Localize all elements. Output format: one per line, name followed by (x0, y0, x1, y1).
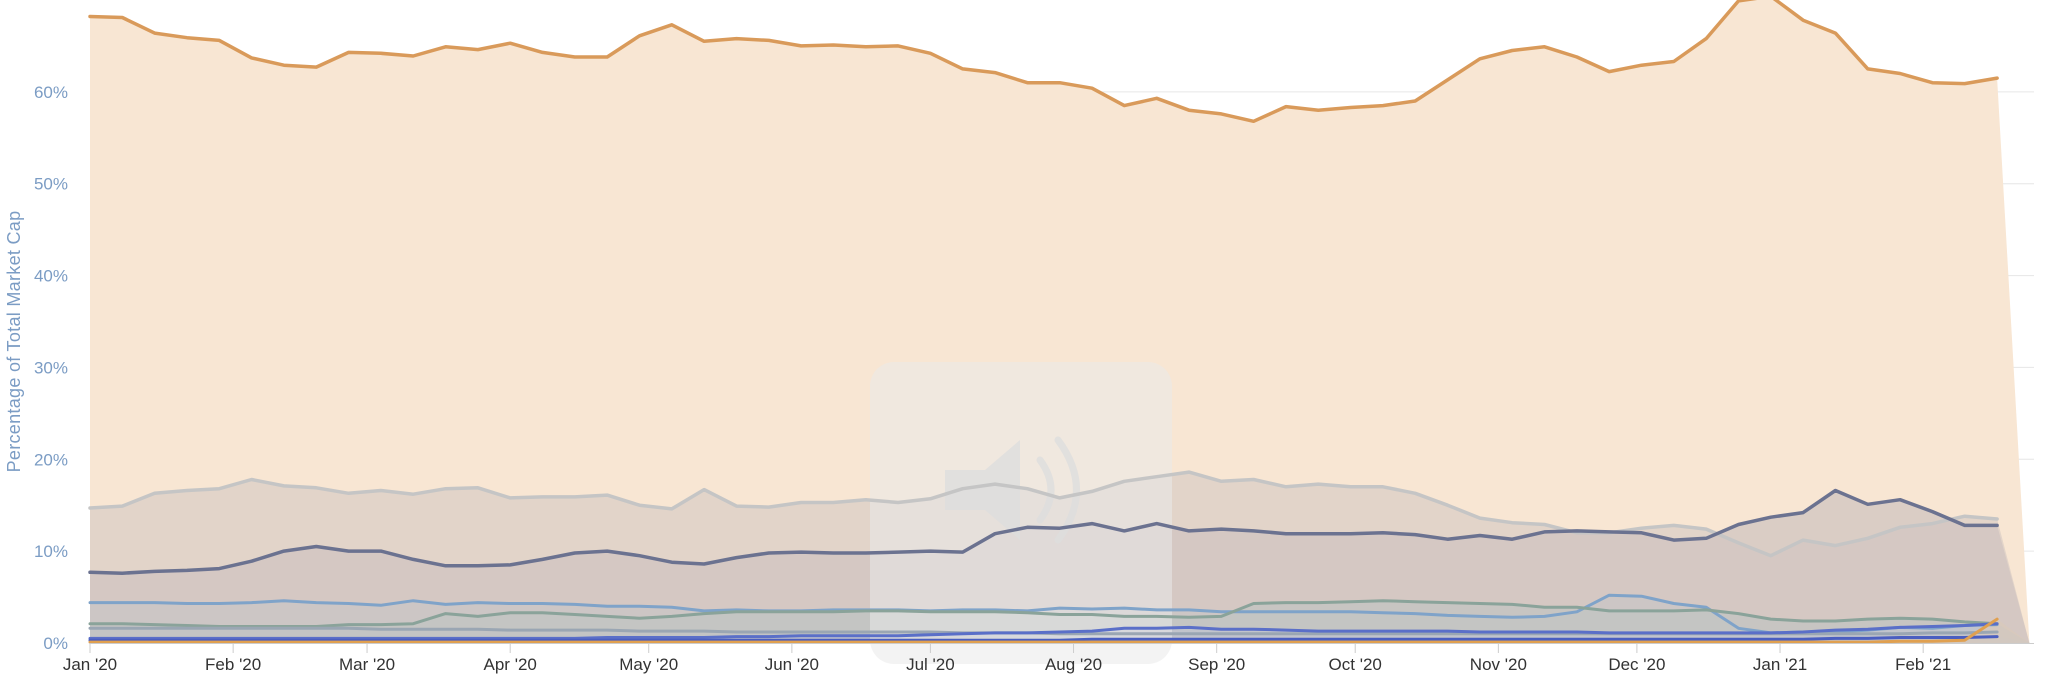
series-line (88, 635, 1999, 642)
x-tick-label: Jun '20 (765, 655, 819, 674)
speaker-wave (1054, 436, 1080, 544)
x-tick-label: Mar '20 (339, 655, 395, 674)
y-tick-label: 50% (34, 175, 68, 194)
x-tick-label: May '20 (619, 655, 678, 674)
y-tick-label: 0% (43, 634, 68, 653)
x-tick-label: Sep '20 (1188, 655, 1245, 674)
y-tick-label: 20% (34, 450, 68, 469)
y-tick-label: 10% (34, 542, 68, 561)
series-line (88, 593, 1999, 635)
watermark-tile (870, 362, 1172, 664)
x-tick-label: Oct '20 (1329, 655, 1382, 674)
x-tick-labels: Jan '20 Feb '20 Mar '20 Apr '20 May '20 Jun '… (63, 655, 1951, 674)
series-line (88, 599, 1999, 628)
x-tick-label: Aug '20 (1045, 655, 1102, 674)
x-tick-label: Apr '20 (484, 655, 537, 674)
speaker-body (945, 440, 1020, 540)
y-tick-labels: 0% 10% 20% 30% 40% 50% 60% (34, 83, 68, 653)
series-line (88, 470, 1999, 558)
series-line (88, 0, 1999, 124)
series-area (90, 0, 2030, 643)
y-tick-label: 60% (34, 83, 68, 102)
x-tick-label: Feb '21 (1895, 655, 1951, 674)
axes (89, 643, 2034, 653)
series-lines (88, 0, 1999, 644)
series-line (88, 622, 1999, 640)
x-tick-label: Feb '20 (205, 655, 261, 674)
series-line (88, 488, 1999, 575)
series-line (88, 617, 1999, 644)
x-tick-label: Nov '20 (1470, 655, 1527, 674)
speaker-wave (1036, 456, 1055, 524)
y-tick-label: 40% (34, 267, 68, 286)
x-tick-label: Jan '20 (63, 655, 117, 674)
y-axis-label: Percentage of Total Market Cap (4, 211, 24, 473)
speaker-icon (870, 362, 1172, 664)
x-tick-label: Jul '20 (906, 655, 955, 674)
x-tick-label: Dec '20 (1608, 655, 1665, 674)
x-tick-label: Jan '21 (1753, 655, 1807, 674)
y-tick-label: 30% (34, 358, 68, 377)
